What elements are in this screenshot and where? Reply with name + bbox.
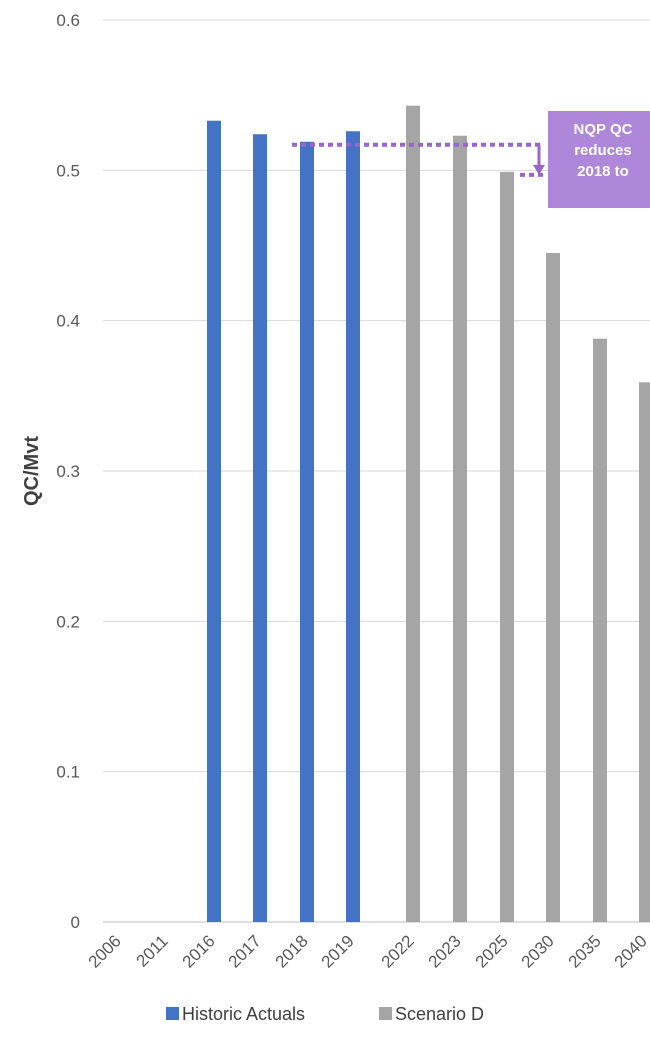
legend: Historic Actuals Scenario D [166, 1004, 484, 1024]
annotation-arrow-head [533, 164, 545, 175]
legend-label: Historic Actuals [182, 1004, 305, 1024]
annotation-callout-text: reduces [574, 142, 632, 159]
bar-historic-2018 [300, 141, 314, 922]
x-tick-label: 2022 [378, 931, 418, 971]
reduction-annotation: NQP QC reduces 2018 to [292, 111, 650, 208]
annotation-callout-text: NQP QC [574, 121, 633, 138]
annotation-callout-text: 2018 to [577, 163, 629, 180]
y-tick-label: 0.4 [56, 312, 80, 331]
y-tick-label: 0 [71, 913, 80, 932]
y-tick-label: 0.6 [56, 11, 80, 30]
bar-scenario-d-2023 [453, 135, 467, 923]
y-tick-label: 0.1 [56, 763, 80, 782]
legend-label: Scenario D [395, 1004, 484, 1024]
bar-scenario-d-2030 [546, 253, 560, 922]
x-tick-label: 2011 [133, 931, 172, 970]
bar-historic-2017 [253, 134, 267, 923]
x-tick-label: 2030 [518, 931, 558, 971]
x-tick-label: 2017 [225, 931, 265, 971]
x-tick-label: 2025 [472, 931, 512, 971]
y-tick-label: 0.3 [56, 462, 80, 481]
legend-swatch [166, 1007, 179, 1020]
x-tick-label: 2040 [611, 931, 650, 971]
x-tick-label: 2023 [425, 931, 465, 971]
annotation-callout-box [548, 111, 650, 208]
x-tick-label: 2035 [565, 931, 605, 971]
x-tick-label: 2018 [272, 931, 312, 971]
bar-scenario-d-2035 [593, 338, 607, 922]
legend-swatch [379, 1007, 392, 1020]
bar-scenario-d-2040 [639, 382, 650, 922]
bar-historic-2019 [346, 131, 360, 922]
y-tick-label: 0.5 [56, 161, 80, 180]
x-tick-label: 2019 [318, 931, 358, 971]
x-tick-label: 2016 [179, 931, 219, 971]
bar-scenario-d-2022 [406, 105, 420, 922]
y-axis-title: QC/Mvt [21, 436, 43, 506]
bar-scenario-d-2025 [500, 171, 514, 922]
x-tick-label: 2006 [85, 931, 125, 971]
y-tick-label: 0.2 [56, 612, 80, 631]
bar-historic-2016 [207, 120, 221, 923]
